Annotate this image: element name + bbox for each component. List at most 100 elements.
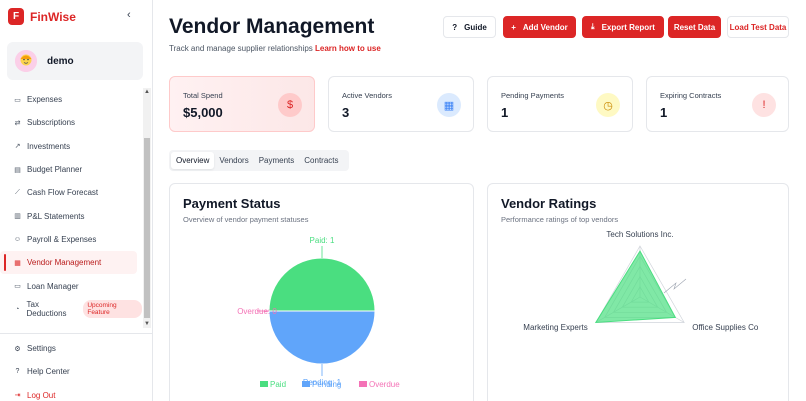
card-title: Payment Status bbox=[183, 196, 281, 211]
legend-swatch bbox=[359, 381, 367, 387]
clipboard-icon: ▤ bbox=[14, 166, 21, 174]
sidebar: F FinWise ‹ demo ▭ Expenses ⇄ Subscription… bbox=[0, 0, 153, 401]
plus-icon: + bbox=[511, 22, 516, 32]
payment-status-pie-chart: Paid: 1 Pending: 1 Overdue: 0 Paid Pending Ov… bbox=[237, 236, 400, 389]
radar-category-label: Tech Solutions Inc. bbox=[606, 230, 673, 239]
tab-contracts[interactable]: Contracts bbox=[304, 156, 339, 165]
stat-label: Active Vendors bbox=[342, 91, 393, 100]
stat-value: 1 bbox=[501, 105, 509, 120]
sidebar-item-label: P&L Statements bbox=[27, 211, 85, 221]
pie-slice-paid bbox=[268, 257, 376, 312]
sidebar-item-log-out[interactable]: ⇥ Log Out bbox=[0, 384, 152, 401]
receipt-icon: ◔ bbox=[15, 305, 20, 313]
dollar-icon: $ bbox=[278, 93, 302, 117]
card-icon: ▭ bbox=[14, 283, 21, 291]
gear-icon: ⚙ bbox=[14, 345, 21, 353]
collapse-sidebar-icon[interactable]: ‹ bbox=[127, 9, 131, 21]
reset-data-button[interactable]: Reset Data bbox=[668, 16, 721, 38]
export-report-label: Export Report bbox=[601, 22, 655, 32]
add-vendor-label: Add Vendor bbox=[522, 22, 568, 32]
scrollbar-thumb[interactable] bbox=[144, 138, 150, 318]
user-name: demo bbox=[47, 55, 74, 67]
building-icon: ▦ bbox=[437, 93, 461, 117]
logout-icon: ⇥ bbox=[14, 392, 21, 400]
sidebar-item-cash-flow-forecast[interactable]: ⟋ Cash Flow Forecast bbox=[0, 181, 142, 204]
sidebar-item-expenses[interactable]: ▭ Expenses bbox=[0, 88, 142, 111]
sidebar-item-pl-statements[interactable]: ▥ P&L Statements bbox=[0, 204, 142, 227]
load-test-data-label: Load Test Data bbox=[729, 22, 787, 32]
sidebar-item-label: Subscriptions bbox=[27, 118, 76, 128]
sidebar-item-tax-deductions[interactable]: ◔ Tax Deductions Upcoming Feature bbox=[0, 298, 142, 321]
clock-icon: ◷ bbox=[596, 93, 620, 117]
tab-bar: Overview Vendors Payments Contracts bbox=[169, 150, 349, 171]
pie-data-label: Pending: 1 bbox=[303, 378, 342, 387]
tab-vendors[interactable]: Vendors bbox=[219, 156, 249, 165]
sidebar-item-budget-planner[interactable]: ▤ Budget Planner bbox=[0, 158, 142, 181]
radar-grid-ring bbox=[595, 245, 685, 323]
sidebar-item-investments[interactable]: ↗ Investments bbox=[0, 135, 142, 158]
stat-label: Expiring Contracts bbox=[660, 91, 722, 100]
guide-button[interactable]: ? Guide bbox=[443, 16, 496, 38]
pie-data-label: Paid: 1 bbox=[310, 236, 335, 245]
avatar bbox=[15, 50, 37, 72]
sidebar-item-payroll[interactable]: ☺ Payroll & Expenses bbox=[0, 228, 142, 251]
card-subtitle: Overview of vendor payment statuses bbox=[183, 215, 309, 224]
sidebar-item-label: Investments bbox=[27, 141, 71, 151]
sidebar-item-loan-manager[interactable]: ▭ Loan Manager bbox=[0, 274, 142, 297]
sidebar-nav: ▭ Expenses ⇄ Subscriptions ↗ Investments ▤ B… bbox=[0, 88, 142, 328]
page-title: Vendor Management bbox=[169, 15, 375, 38]
tab-payments[interactable]: Payments bbox=[258, 156, 295, 165]
guide-button-label: Guide bbox=[464, 22, 487, 32]
legend-entry: Overdue bbox=[369, 380, 400, 389]
building-icon: ▦ bbox=[14, 259, 21, 267]
sidebar-scrollbar[interactable]: ▲ ▼ bbox=[143, 88, 151, 328]
trending-up-icon: ↗ bbox=[14, 143, 21, 151]
card-subtitle: Performance ratings of top vendors bbox=[501, 215, 619, 224]
pie-data-label: Overdue: 0 bbox=[237, 307, 277, 316]
app-name: FinWise bbox=[30, 9, 76, 24]
stat-value: $5,000 bbox=[183, 105, 223, 120]
sidebar-item-label: Log Out bbox=[27, 390, 56, 400]
help-circle-icon: ? bbox=[452, 22, 458, 32]
sidebar-item-label: Vendor Management bbox=[27, 258, 102, 268]
sidebar-item-label: Loan Manager bbox=[27, 281, 79, 291]
page-subtitle: Track and manage supplier relationships … bbox=[169, 44, 381, 53]
add-vendor-button[interactable]: + Add Vendor bbox=[503, 16, 576, 38]
sidebar-item-vendor-management[interactable]: ▦ Vendor Management bbox=[0, 251, 137, 275]
scroll-up-icon[interactable]: ▲ bbox=[144, 89, 150, 95]
export-report-button[interactable]: ⤓ Export Report bbox=[582, 16, 664, 38]
vendor-ratings-radar-chart: Tech Solutions Inc. Office Supplies Co Mar… bbox=[523, 230, 759, 332]
tab-overview[interactable]: Overview bbox=[171, 152, 215, 169]
stat-card-total-spend: Total Spend $5,000 $ bbox=[169, 76, 315, 132]
pie-slice-pending bbox=[268, 310, 376, 365]
stat-card-active-vendors: Active Vendors 3 ▦ bbox=[328, 76, 474, 132]
sidebar-item-settings[interactable]: ⚙ Settings bbox=[0, 337, 152, 360]
radar-series-area bbox=[594, 250, 677, 324]
sidebar-item-label: Settings bbox=[27, 344, 56, 354]
sidebar-item-label: Budget Planner bbox=[27, 165, 83, 175]
stat-label: Pending Payments bbox=[501, 91, 564, 100]
reset-data-label: Reset Data bbox=[673, 22, 716, 32]
learn-how-link[interactable]: Learn how to use bbox=[315, 44, 381, 53]
brand[interactable]: F FinWise bbox=[8, 8, 76, 25]
sidebar-item-help-center[interactable]: ? Help Center bbox=[0, 360, 152, 383]
scroll-down-icon[interactable]: ▼ bbox=[144, 321, 150, 327]
card-title: Vendor Ratings bbox=[501, 196, 597, 211]
radar-category-label: Marketing Experts bbox=[523, 323, 587, 332]
sidebar-item-label: Expenses bbox=[27, 95, 63, 105]
page-subtitle-text: Track and manage supplier relationships bbox=[169, 44, 313, 53]
stat-value: 3 bbox=[342, 105, 350, 120]
upcoming-badge: Upcoming Feature bbox=[83, 300, 142, 319]
sidebar-item-label: Cash Flow Forecast bbox=[27, 188, 99, 198]
legend-entry: Pending bbox=[312, 380, 341, 389]
sidebar-item-label: Tax Deductions bbox=[26, 300, 67, 319]
user-card[interactable]: demo bbox=[7, 42, 143, 80]
payment-status-card: Payment Status Overview of vendor paymen… bbox=[169, 183, 474, 401]
legend-swatch bbox=[302, 381, 310, 387]
download-icon: ⤓ bbox=[591, 22, 595, 31]
load-test-data-button[interactable]: Load Test Data bbox=[727, 16, 789, 38]
vendor-ratings-card: Vendor Ratings Performance ratings of to… bbox=[487, 183, 789, 401]
sidebar-item-subscriptions[interactable]: ⇄ Subscriptions bbox=[0, 111, 142, 134]
radar-category-label: Office Supplies Co bbox=[692, 323, 759, 332]
sidebar-item-label: Payroll & Expenses bbox=[27, 234, 97, 244]
